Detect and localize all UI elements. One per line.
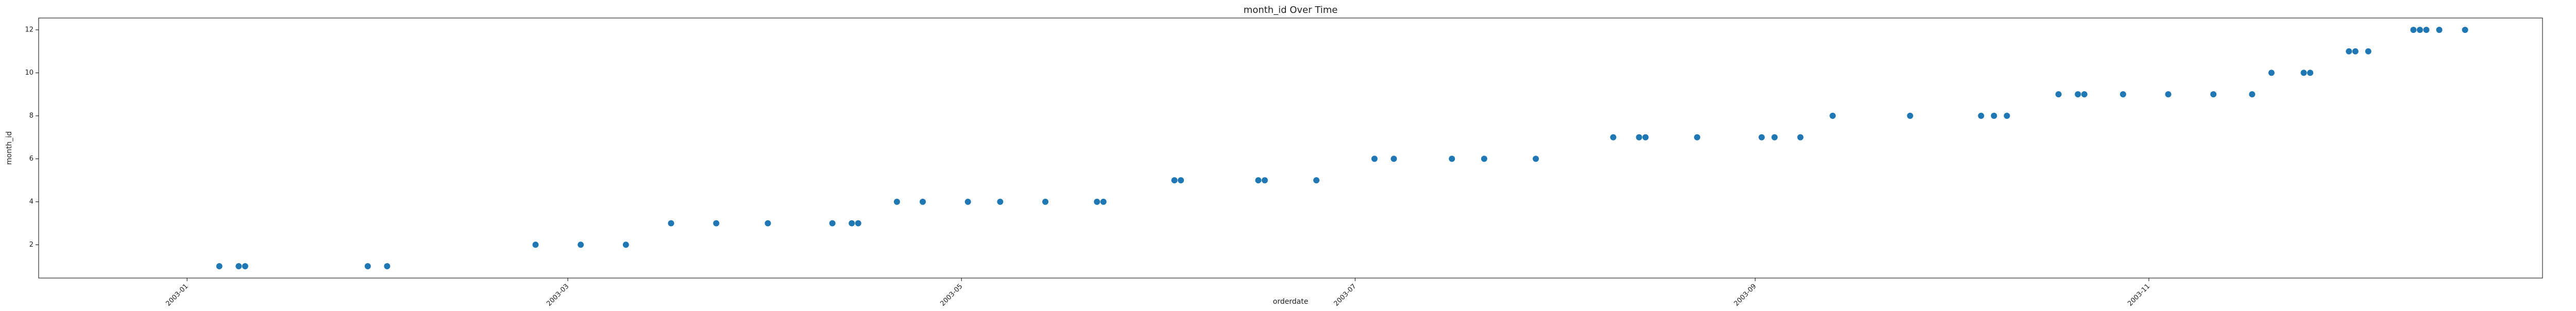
chart-title: month_id Over Time <box>1244 5 1338 15</box>
data-point <box>1991 112 1997 119</box>
plot-area <box>38 18 2543 279</box>
data-point <box>829 220 836 227</box>
data-point <box>1371 156 1378 162</box>
data-point <box>242 263 248 270</box>
data-point <box>1610 134 1617 141</box>
data-point <box>532 241 539 248</box>
data-point <box>1636 134 1642 141</box>
data-point <box>1829 112 1836 119</box>
data-point <box>893 198 900 205</box>
data-point <box>920 198 926 205</box>
data-point <box>2352 48 2359 55</box>
data-point <box>1391 156 1397 162</box>
y-tick-label: 12 <box>25 26 33 33</box>
data-point <box>2075 91 2081 98</box>
data-point <box>2055 91 2062 98</box>
data-point <box>1758 134 1765 141</box>
data-point <box>1978 112 1985 119</box>
data-point <box>2210 91 2217 98</box>
data-point <box>364 263 371 270</box>
data-point <box>216 263 223 270</box>
data-point <box>2436 26 2443 33</box>
y-axis-ticks: 2 4 6 8 10 12 <box>25 26 39 249</box>
data-point <box>384 263 391 270</box>
data-point <box>1481 156 1487 162</box>
data-point <box>578 241 584 248</box>
data-point <box>235 263 242 270</box>
data-point <box>855 220 861 227</box>
data-point <box>2120 91 2126 98</box>
y-tick-label: 2 <box>29 241 33 249</box>
data-point <box>2307 70 2314 76</box>
data-point <box>1313 177 1320 184</box>
data-points <box>216 26 2468 270</box>
data-point <box>2268 70 2275 76</box>
data-point <box>2300 70 2307 76</box>
data-point <box>1642 134 1649 141</box>
data-point <box>622 241 629 248</box>
y-tick-label: 6 <box>29 155 33 163</box>
data-point <box>668 220 674 227</box>
data-point <box>2417 26 2424 33</box>
data-point <box>713 220 720 227</box>
data-point <box>2365 48 2371 55</box>
data-point <box>1532 156 1539 162</box>
data-point <box>997 198 1004 205</box>
y-tick-label: 10 <box>25 69 33 77</box>
data-point <box>2249 91 2256 98</box>
data-point <box>1771 134 1778 141</box>
data-point <box>2346 48 2352 55</box>
data-point <box>1100 198 1107 205</box>
data-point <box>765 220 771 227</box>
data-point <box>2004 112 2010 119</box>
data-point <box>2410 26 2417 33</box>
data-point <box>849 220 855 227</box>
y-tick-label: 8 <box>29 112 33 119</box>
data-point <box>2423 26 2430 33</box>
y-tick-label: 4 <box>29 198 33 205</box>
data-point <box>1694 134 1701 141</box>
data-point <box>2081 91 2088 98</box>
data-point <box>1261 177 1268 184</box>
data-point <box>1797 134 1804 141</box>
data-point <box>1449 156 1455 162</box>
data-point <box>1042 198 1049 205</box>
x-axis-label: orderdate <box>1273 298 1309 306</box>
data-point <box>1907 112 1913 119</box>
y-axis-label: month_id <box>5 131 13 165</box>
data-point <box>964 198 971 205</box>
data-point <box>1255 177 1262 184</box>
data-point <box>1171 177 1178 184</box>
data-point <box>2462 26 2468 33</box>
data-point <box>2165 91 2172 98</box>
data-point <box>1178 177 1184 184</box>
data-point <box>1094 198 1100 205</box>
